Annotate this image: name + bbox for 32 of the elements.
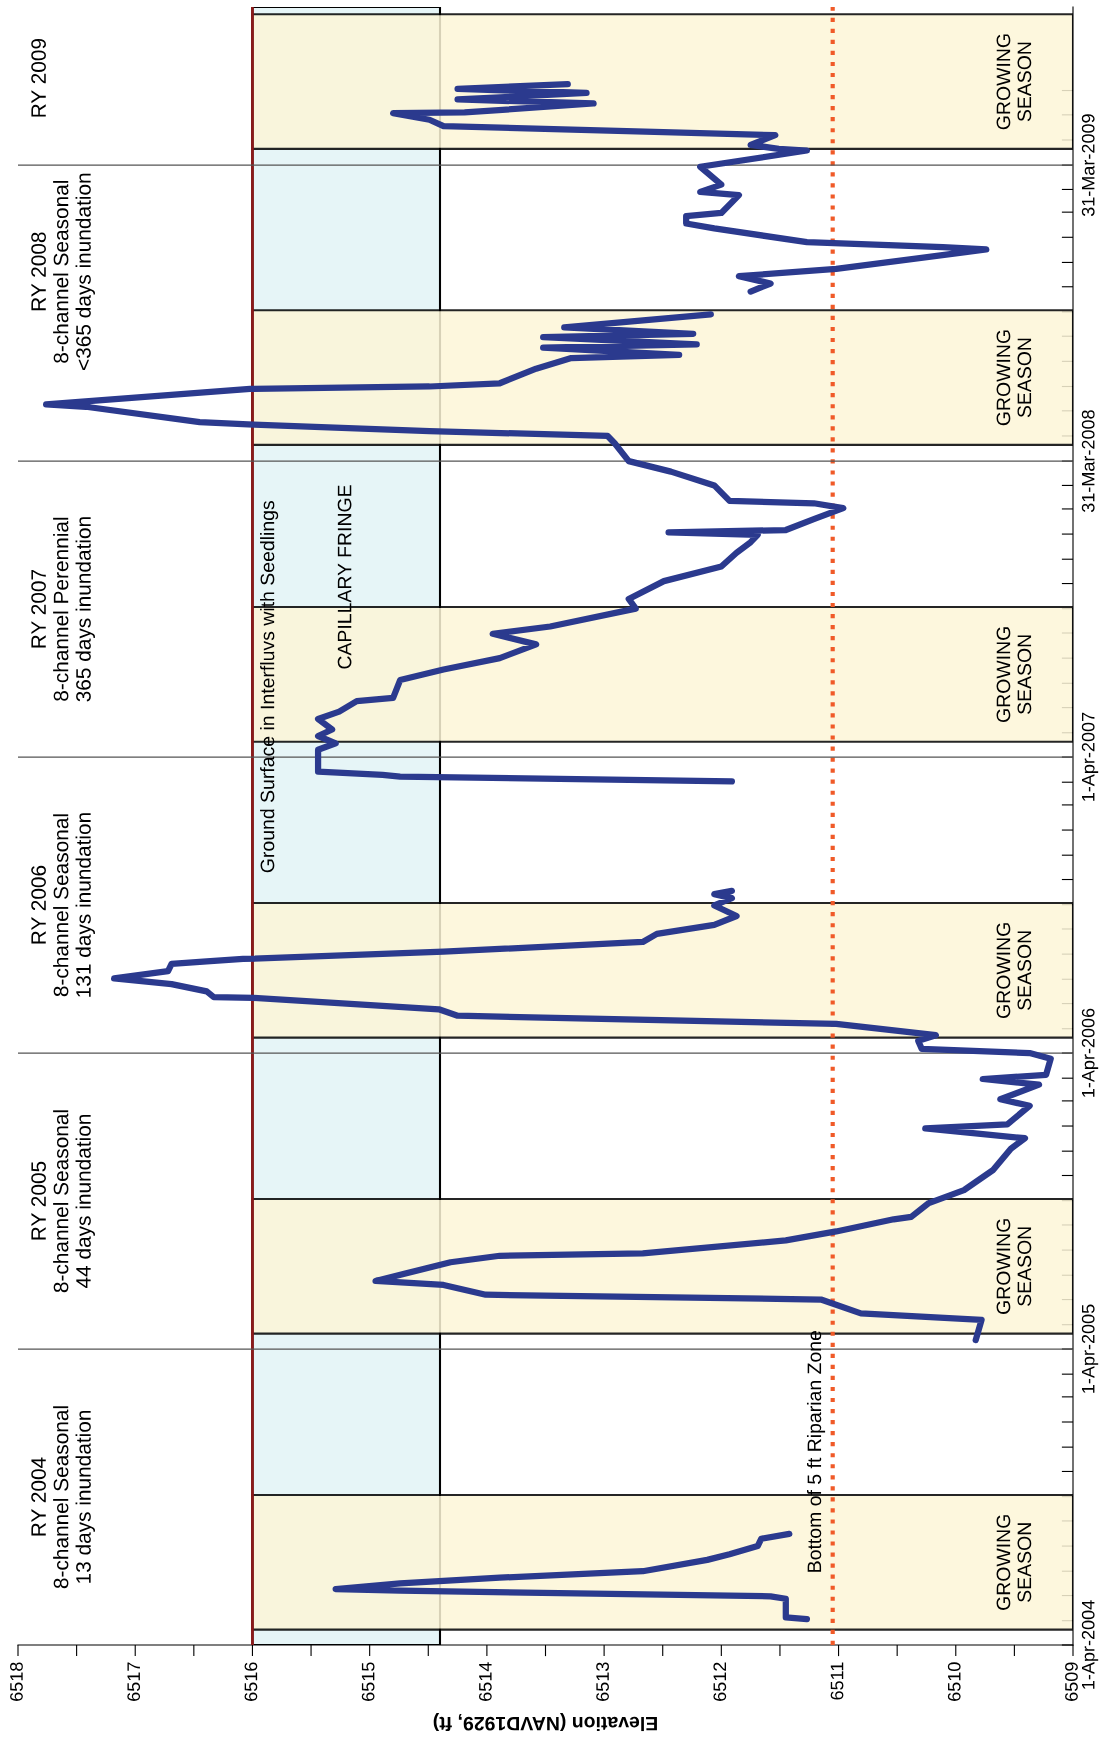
x-tick-label: 6518	[10, 1662, 23, 1701]
y-tick-label: 1-Apr-2005	[1081, 1304, 1099, 1393]
x-tick-label: 6517	[127, 1662, 141, 1701]
x-tick-label: 6515	[361, 1662, 375, 1701]
y-tick-label: 1-Apr-2006	[1081, 1008, 1099, 1097]
band-label: GROWING SEASON	[996, 34, 1032, 130]
x-tick-label: 6514	[478, 1662, 492, 1701]
band-label: GROWING SEASON	[996, 330, 1032, 426]
band-label: GROWING SEASON	[996, 1219, 1032, 1314]
x-tick-label: 6509	[1065, 1662, 1078, 1701]
band-label: GROWING SEASON	[996, 627, 1032, 722]
x-axis-title: Elevation (NAVD1929, ft)	[433, 1712, 657, 1732]
x-tick-label: 6511	[830, 1662, 844, 1700]
y-tick-label: 1-Apr-2007	[1081, 712, 1099, 801]
band-label: CAPILLARY FRINGE	[337, 485, 352, 669]
ref-line-label: Ground Surface in Interfluvs with Seedlings	[260, 501, 279, 873]
annotation: RY 2008 8-channel Seasonal <365 days inundation	[31, 173, 95, 370]
annotation: RY 2009	[31, 38, 46, 117]
annotation: RY 2004 8-channel Seasonal 13 days inundation	[31, 1406, 95, 1589]
x-tick-label: 6510	[947, 1662, 961, 1701]
band-label: GROWING SEASON	[996, 923, 1032, 1018]
annotation: RY 2006 8-channel Seasonal 131 days inundation	[31, 813, 95, 997]
y-tick-label: 1-Apr-2004	[1081, 1600, 1099, 1689]
ref-line-label: Bottom of 5 ft Riparian Zone	[806, 1330, 826, 1572]
band-label: GROWING SEASON	[996, 1515, 1032, 1610]
x-tick-label: 6513	[596, 1662, 609, 1701]
x-tick-label: 6512	[713, 1662, 727, 1701]
y-tick-label: 31-Mar-2009	[1081, 114, 1095, 217]
x-tick-label: 6516	[244, 1662, 258, 1701]
annotation: RY 2005 8-channel Seasonal 44 days inundation	[31, 1110, 95, 1293]
annotation: RY 2007 8-channel Perennial 365 days inundation	[31, 517, 95, 702]
y-tick-label: 31-Mar-2008	[1081, 410, 1095, 513]
